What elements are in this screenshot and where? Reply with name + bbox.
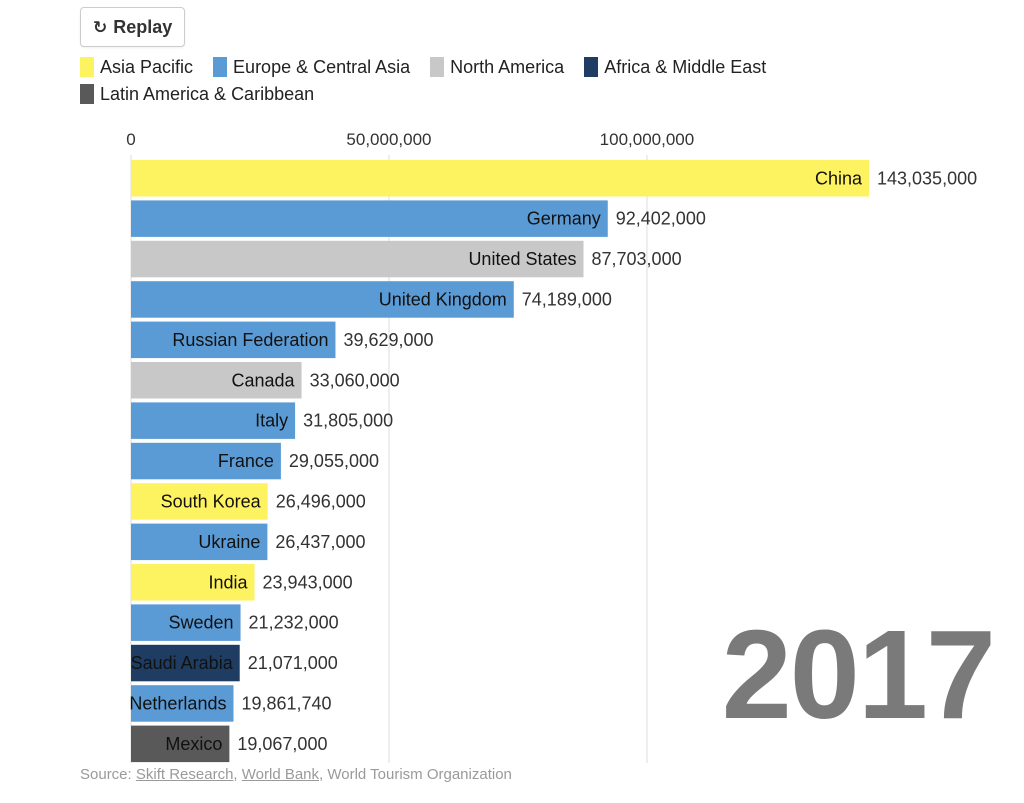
source-prefix: Source: — [80, 766, 136, 783]
legend-label: Asia Pacific — [100, 56, 194, 77]
bar-category-label: Mexico — [165, 734, 222, 754]
legend: Asia Pacific Europe & Central Asia North A… — [80, 56, 820, 105]
bar-value-label: 26,437,000 — [275, 532, 365, 552]
replay-icon: ↻ — [93, 17, 108, 37]
legend-item: North America — [430, 56, 564, 78]
bar-category-label: South Korea — [161, 491, 262, 511]
bar-category-label: India — [208, 572, 248, 592]
x-tick-label: 0 — [126, 130, 135, 149]
bar-value-label: 31,805,000 — [303, 411, 393, 431]
legend-item: Latin America & Caribbean — [80, 83, 314, 105]
legend-label: Latin America & Caribbean — [100, 83, 315, 104]
bar-germany — [131, 200, 608, 237]
bar-russian-federation — [131, 321, 336, 359]
bar-france — [131, 442, 281, 480]
x-tick-label: 100,000,000 — [600, 130, 695, 149]
bar-category-label: Saudi Arabia — [131, 653, 234, 673]
source-note: Source: Skift Research, World Bank, Worl… — [80, 766, 512, 783]
bar-value-label: 39,629,000 — [343, 330, 433, 350]
bar-category-label: China — [815, 168, 863, 188]
bar-canada — [131, 362, 302, 399]
bar-value-label: 19,067,000 — [237, 734, 327, 754]
legend-item: Asia Pacific — [80, 56, 193, 78]
source-link-worldbank[interactable]: World Bank — [241, 766, 320, 783]
bar-south-korea — [131, 483, 268, 520]
year-label: 2017 — [721, 604, 996, 745]
bar-saudi-arabia — [131, 644, 240, 682]
bar-mexico — [131, 725, 230, 763]
bar-value-label: 19,861,740 — [241, 693, 331, 713]
x-tick-label: 50,000,000 — [346, 130, 431, 149]
bar-category-label: France — [218, 451, 274, 471]
bar-sweden — [131, 604, 241, 641]
bar-united-kingdom — [131, 281, 514, 318]
bar-category-label: United States — [468, 249, 576, 269]
legend-label: Europe & Central Asia — [233, 56, 411, 77]
bar-value-label: 21,071,000 — [248, 653, 338, 673]
legend-swatch — [430, 57, 445, 77]
legend-swatch — [80, 57, 94, 77]
bar-category-label: Germany — [527, 209, 601, 229]
bar-category-label: Canada — [232, 370, 296, 390]
legend-label: Africa & Middle East — [604, 56, 767, 77]
bar-value-label: 33,060,000 — [310, 370, 400, 390]
bar-united-states — [131, 240, 584, 278]
bar-category-label: Ukraine — [198, 532, 260, 552]
bar-value-label: 21,232,000 — [249, 613, 339, 633]
bar-italy — [131, 402, 296, 439]
bar-value-label: 23,943,000 — [263, 572, 353, 592]
bar-value-label: 26,496,000 — [276, 491, 366, 511]
bar-netherlands — [131, 685, 234, 722]
bar-category-label: United Kingdom — [379, 289, 507, 309]
bar-category-label: Netherlands — [129, 693, 226, 713]
bar-category-label: Russian Federation — [172, 330, 328, 350]
source-sep: , — [233, 766, 242, 783]
legend-swatch — [584, 57, 599, 77]
source-link-skift[interactable]: Skift Research — [135, 766, 234, 783]
bar-china — [131, 160, 869, 197]
bar-category-label: Italy — [255, 411, 288, 431]
bar-ukraine — [131, 523, 268, 561]
bar-category-label: Sweden — [168, 613, 233, 633]
bar-value-label: 92,402,000 — [616, 209, 706, 229]
replay-button[interactable]: ↻ Replay — [80, 7, 186, 47]
legend-item: Africa & Middle East — [584, 56, 766, 78]
replay-label: Replay — [113, 16, 173, 37]
bar-value-label: 74,189,000 — [522, 289, 612, 309]
bar-india — [131, 564, 255, 601]
bar-value-label: 87,703,000 — [592, 249, 682, 269]
legend-item: Europe & Central Asia — [213, 56, 410, 78]
bar-value-label: 143,035,000 — [877, 168, 977, 188]
legend-swatch — [80, 84, 94, 104]
legend-swatch — [213, 57, 228, 77]
bar-value-label: 29,055,000 — [289, 451, 379, 471]
legend-label: North America — [450, 56, 565, 77]
source-suffix: , World Tourism Organization — [319, 766, 512, 783]
